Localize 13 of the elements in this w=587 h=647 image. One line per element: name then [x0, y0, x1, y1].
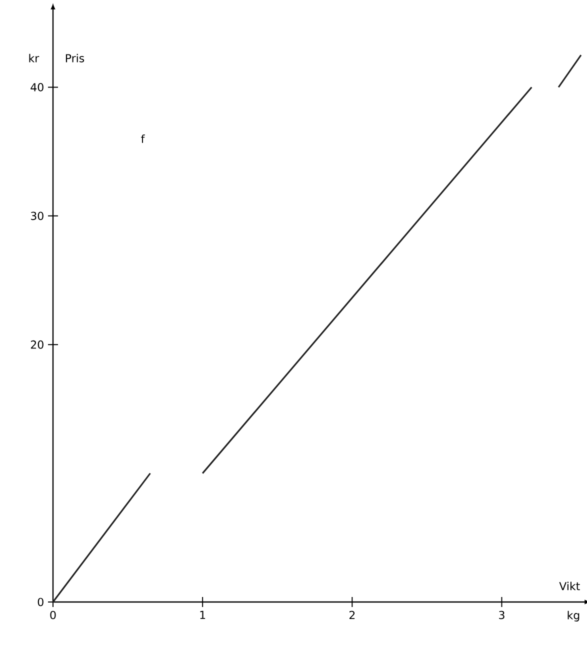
y-tick-label: 30 — [30, 212, 44, 220]
y-tick-label: 20 — [30, 340, 44, 349]
y-tick-label: 0 — [38, 598, 44, 606]
x-axis-title: Vikt — [559, 582, 580, 590]
y-axis-title: Pris — [66, 54, 84, 62]
y-tick-label: 40 — [30, 83, 44, 92]
x-tick-label: 2 — [349, 610, 355, 620]
annotation: f — [141, 134, 145, 143]
text: kg — [568, 610, 580, 622]
x-tick-label: 1 — [200, 610, 206, 619]
text: kr — [29, 54, 40, 62]
x-tick-label: 3 — [499, 610, 504, 620]
x-tick-label: 0 — [50, 610, 56, 620]
